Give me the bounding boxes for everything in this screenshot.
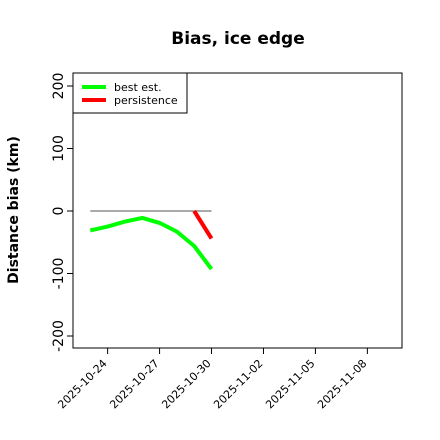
y-tick-label: 100 <box>51 135 67 162</box>
legend-label: best est. <box>114 81 162 94</box>
legend: best est.persistence <box>72 72 188 114</box>
x-tick-label: 2025-11-08 <box>315 357 369 411</box>
legend-box <box>72 72 188 114</box>
series-line-best-est <box>89 215 214 271</box>
y-axis-label: Distance bias (km) <box>6 136 22 284</box>
x-axis: 2025-10-242025-10-272025-10-302025-11-02… <box>55 348 369 411</box>
y-tick-label: 200 <box>51 73 67 100</box>
x-tick-label: 2025-10-30 <box>159 357 213 411</box>
series-line-persistence <box>192 209 214 240</box>
series-layer <box>89 209 214 271</box>
legend-label: persistence <box>114 94 178 107</box>
y-tick-label: -100 <box>51 258 67 290</box>
y-tick-label: 0 <box>51 207 67 216</box>
chart-title: Bias, ice edge <box>171 29 305 49</box>
y-axis: -200 -100 0 100 200 <box>51 73 73 352</box>
x-tick-label: 2025-11-02 <box>211 357 265 411</box>
x-tick-label: 2025-11-05 <box>263 357 317 411</box>
y-tick-label: -200 <box>51 320 67 352</box>
x-tick-label: 2025-10-24 <box>55 357 109 411</box>
x-tick-label: 2025-10-27 <box>107 357 161 411</box>
